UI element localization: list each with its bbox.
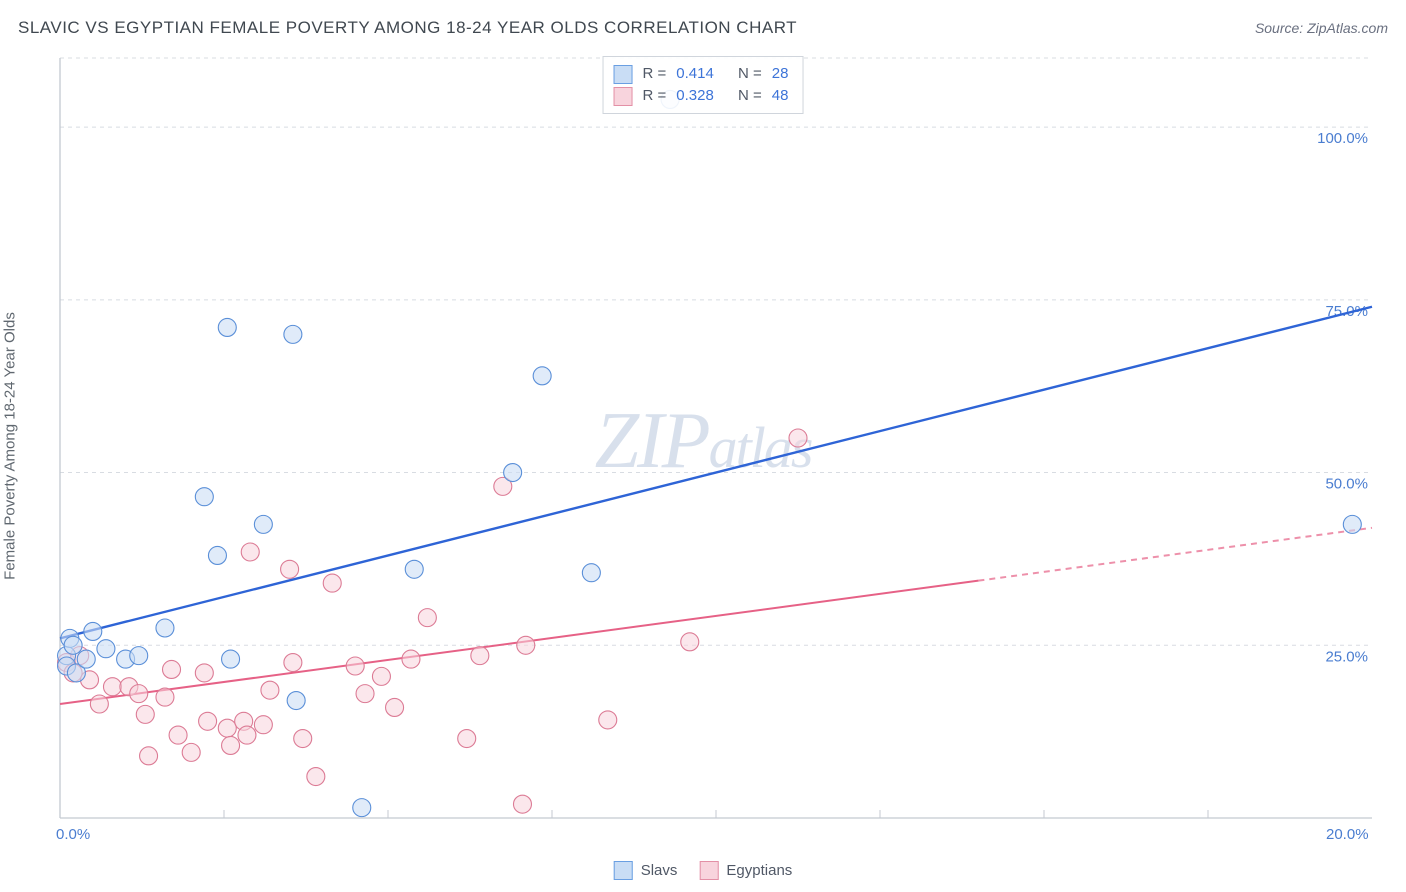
y-axis-label: Female Poverty Among 18-24 Year Olds bbox=[2, 312, 19, 580]
svg-text:50.0%: 50.0% bbox=[1325, 476, 1368, 493]
x-axis-min-label: 0.0% bbox=[56, 826, 90, 843]
svg-text:25.0%: 25.0% bbox=[1325, 648, 1368, 665]
legend-stats-row-1: R = 0.328 N = 48 bbox=[614, 85, 789, 107]
swatch-pink bbox=[699, 861, 718, 880]
legend-item-slavs: Slavs bbox=[614, 861, 678, 880]
svg-text:100.0%: 100.0% bbox=[1317, 130, 1368, 147]
source-label: Source: ZipAtlas.com bbox=[1255, 20, 1388, 36]
swatch-blue bbox=[614, 65, 633, 84]
legend-stats: R = 0.414 N = 28 R = 0.328 N = 48 bbox=[603, 56, 804, 114]
chart-title: SLAVIC VS EGYPTIAN FEMALE POVERTY AMONG … bbox=[18, 18, 797, 38]
legend-series: Slavs Egyptians bbox=[614, 861, 793, 880]
x-axis-max-label: 20.0% bbox=[1326, 826, 1369, 843]
scatter-chart: 25.0%50.0%75.0%100.0% bbox=[18, 50, 1388, 880]
swatch-blue bbox=[614, 861, 633, 880]
legend-item-egyptians: Egyptians bbox=[699, 861, 792, 880]
swatch-pink bbox=[614, 87, 633, 106]
legend-stats-row-0: R = 0.414 N = 28 bbox=[614, 63, 789, 85]
